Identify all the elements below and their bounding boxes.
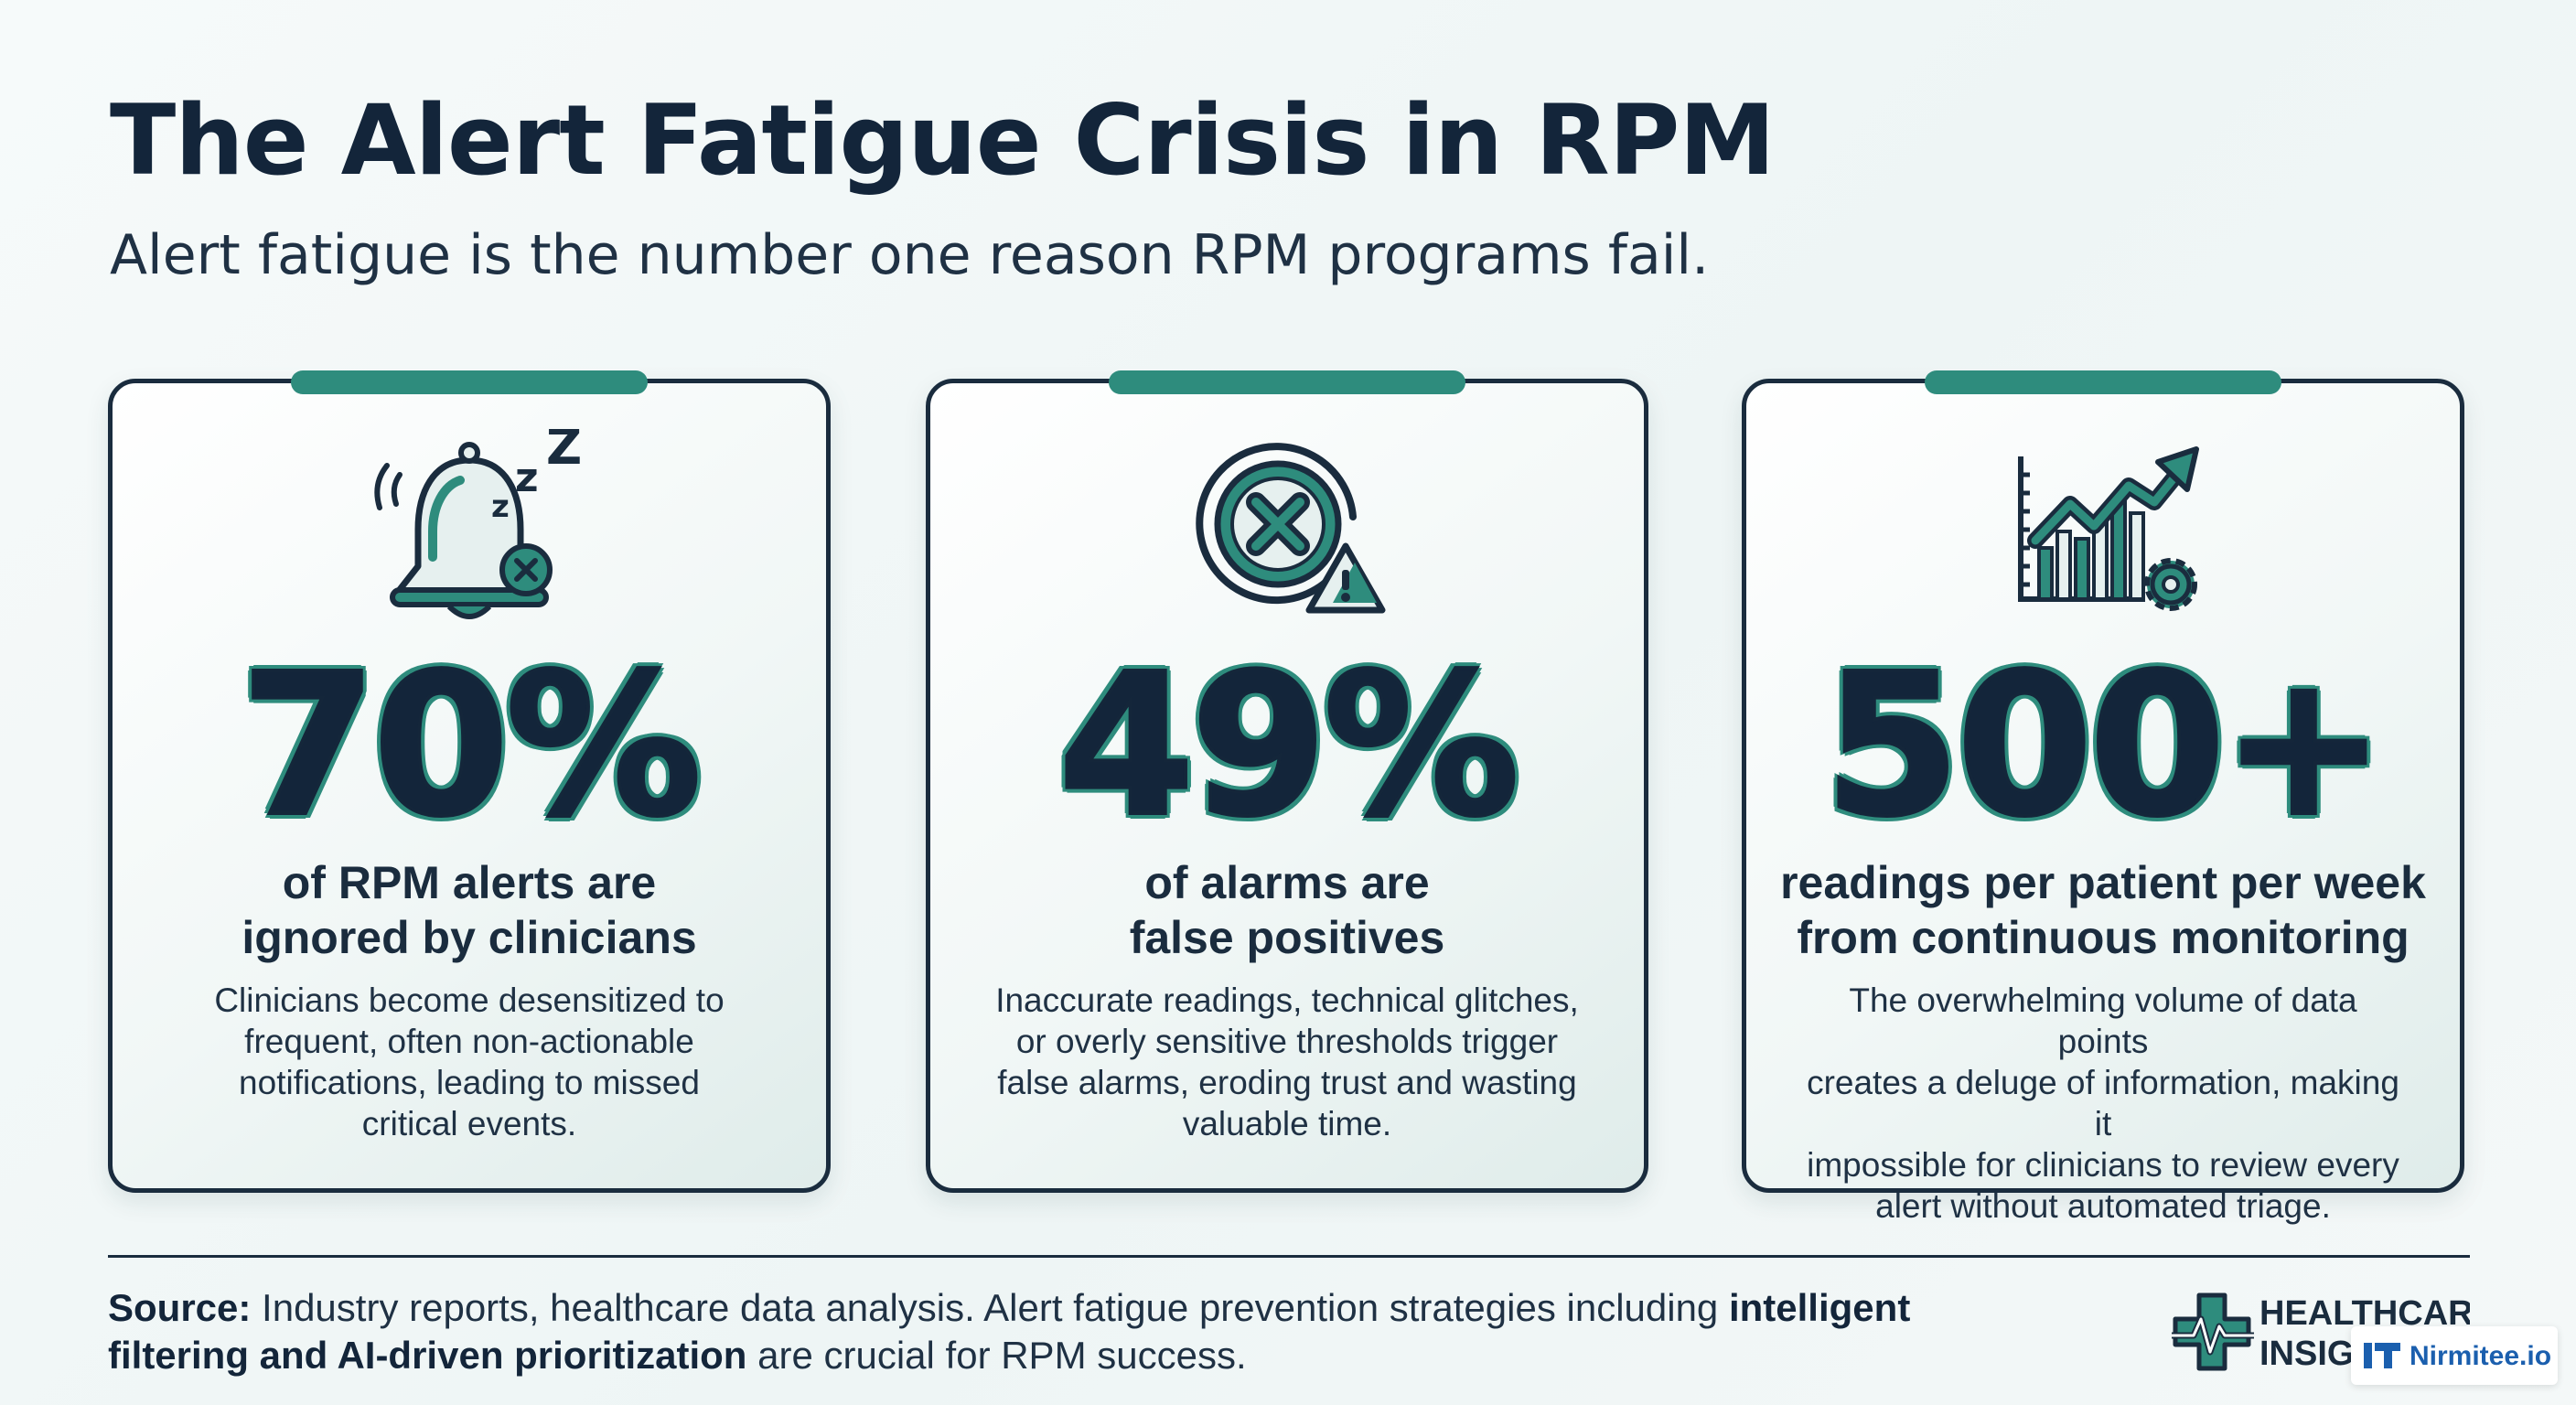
description-line: alert without automated triage. [1875,1187,2331,1225]
description-line: impossible for clinicians to review ever… [1807,1146,2399,1184]
stat-card-false-positives: 49% of alarms are false positives Inaccu… [926,370,1648,1193]
stat-description: The overwhelming volume of data points c… [1801,980,2405,1227]
stat-card-reading-volume: 500+ readings per patient per week from … [1742,370,2464,1225]
description-line: Clinicians become desensitized to [214,981,724,1019]
svg-text:Z: Z [546,429,582,476]
description-line: valuable time. [1182,1105,1392,1142]
description-line: critical events. [361,1105,577,1142]
medical-cross-logo-icon [2172,1292,2254,1371]
footer-divider [108,1255,2470,1258]
svg-text:z: z [515,455,539,501]
description-line: The overwhelming volume of data points [1849,981,2357,1060]
source-text-end: are crucial for RPM success. [746,1334,1247,1377]
description-line: creates a deluge of information, making … [1807,1064,2399,1142]
source-label: Source: [108,1286,252,1329]
card-accent-tab [1109,370,1465,394]
source-emphasis: intelligent filtering and AI-driven prio… [108,1286,1911,1377]
stat-headline: readings per patient per week from conti… [1765,855,2442,965]
stat-card-ignored-alerts: z z Z 70% of RPM alerts are ignored by c… [108,370,831,1193]
description-line: or overly sensitive thresholds trigger [1015,1023,1559,1060]
source-text: Industry reports, healthcare data analys… [251,1286,1729,1329]
svg-text:z: z [491,488,510,525]
stat-description: Clinicians become desensitized to freque… [167,980,771,1144]
description-line: Inaccurate readings, technical glitches, [995,981,1579,1019]
stat-value: 49% [1057,632,1521,860]
stat-headline: of RPM alerts are ignored by clinicians [131,855,808,965]
stat-headline-line: false positives [1129,912,1445,963]
page-title: The Alert Fatigue Crisis in RPM [110,84,1776,197]
description-line: false alarms, eroding trust and wasting [997,1064,1577,1101]
stat-headline-line: of RPM alerts are [282,857,657,908]
source-note: Source: Industry reports, healthcare dat… [108,1284,2047,1379]
false-alarm-icon [1196,443,1386,614]
stat-description: Inaccurate readings, technical glitches,… [985,980,1589,1144]
sleeping-bell-icon: z z Z [374,429,582,619]
stat-value: 70% [239,632,703,860]
stat-value: 500+ [1822,632,2388,860]
rising-chart-gear-icon [2018,446,2199,611]
stat-headline-line: from continuous monitoring [1797,912,2410,963]
nirmitee-logo-icon [2364,1343,2400,1368]
stat-headline-line: readings per patient per week [1780,857,2426,908]
stat-headline: of alarms are false positives [949,855,1626,965]
page-subtitle: Alert fatigue is the number one reason R… [110,223,1710,287]
card-accent-tab [291,370,648,394]
description-line: notifications, leading to missed [239,1064,700,1101]
stat-headline-line: ignored by clinicians [242,912,697,963]
card-accent-tab [1925,370,2281,394]
nirmitee-badge: Nirmitee.io [2351,1326,2558,1385]
description-line: frequent, often non-actionable [244,1023,694,1060]
badge-label: Nirmitee.io [2410,1341,2552,1371]
stat-headline-line: of alarms are [1144,857,1430,908]
